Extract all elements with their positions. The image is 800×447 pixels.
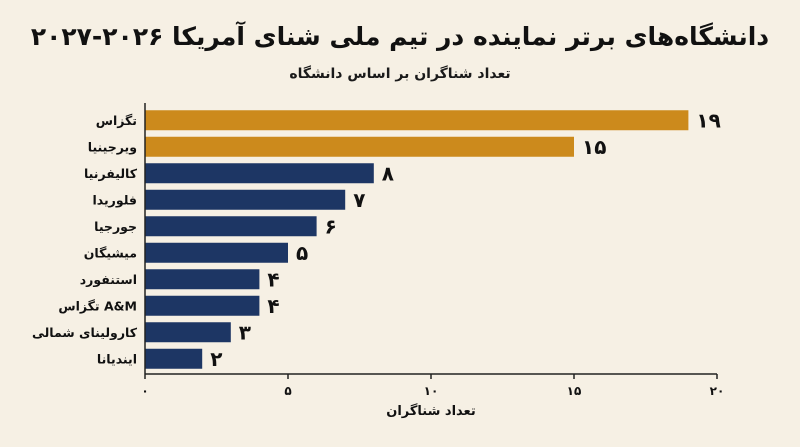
category-label: تگزاس [96, 113, 137, 128]
category-label: کالیفرنیا [84, 166, 138, 181]
bar [145, 348, 203, 369]
category-label: فلوریدا [92, 192, 137, 207]
category-label: ایندیانا [97, 351, 137, 366]
value-label: ۵ [296, 241, 308, 265]
category-labels-group: تگزاس ویرجینیا کالیفرنیا فلوریدا جورجیا میشیگ… [32, 113, 138, 367]
chart-subtitle: تعداد شناگران بر اساس دانشگاه [289, 66, 511, 82]
x-tick-label: ۱۰ [424, 384, 439, 398]
x-tick-label: ۰ [141, 384, 148, 398]
bar [145, 295, 260, 316]
value-label: ۳ [239, 320, 251, 344]
x-tick-label: ۲۰ [710, 384, 725, 398]
x-tick-label: ۵ [284, 384, 291, 398]
category-label: استنفورد [80, 272, 137, 287]
category-label: میشیگان [84, 245, 137, 260]
bar [145, 322, 231, 343]
value-label: ۴ [267, 294, 279, 318]
value-label: ۲ [210, 347, 222, 371]
value-label: ۱۹ [696, 108, 720, 132]
chart-title: دانشگاه‌های برتر نماینده در تیم ملی شنای… [30, 22, 770, 51]
value-label: ۷ [353, 188, 365, 212]
value-label: ۱۵ [582, 135, 606, 159]
category-label: جورجیا [94, 219, 137, 234]
value-label: ۴ [267, 267, 279, 291]
x-axis-label: تعداد شناگران [386, 403, 476, 419]
bar [145, 189, 346, 210]
value-label: ۶ [325, 214, 337, 238]
bar [145, 163, 374, 184]
bar [145, 242, 288, 263]
bar [145, 269, 260, 290]
x-tick-label: ۱۵ [567, 384, 582, 398]
category-label: تگزاس A&M [58, 298, 137, 313]
x-ticks-group: ۰ ۵ ۱۰ ۱۵ ۲۰ [141, 374, 724, 398]
bars-group [145, 110, 689, 369]
value-label: ۸ [382, 161, 394, 185]
bar [145, 216, 317, 237]
category-label: کارولینای شمالی [32, 325, 138, 340]
bar [145, 110, 689, 131]
bar [145, 136, 574, 157]
category-label: ویرجینیا [88, 139, 137, 154]
